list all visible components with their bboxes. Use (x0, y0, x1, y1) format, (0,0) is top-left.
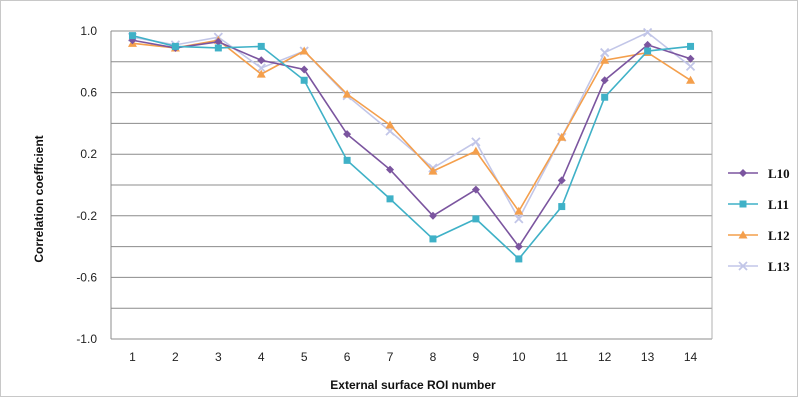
plot-area (110, 31, 713, 339)
series-line (132, 39, 691, 248)
data-point (514, 214, 524, 224)
data-point (642, 27, 653, 38)
data-point (471, 185, 480, 194)
data-point (342, 89, 352, 98)
data-point (471, 146, 481, 155)
series-line (132, 31, 692, 221)
x-tick-label: 5 (301, 350, 308, 364)
legend: L10 L11 L12 L13 (728, 166, 790, 274)
legend-item-l11: L11 (728, 197, 789, 212)
x-tick-label: 8 (430, 350, 437, 364)
series-line (132, 39, 691, 213)
legend-item-l10: L10 (728, 166, 790, 181)
x-axis-ticks: 1 2 3 4 5 6 7 8 9 10 11 12 13 14 (129, 350, 697, 364)
y-tick-label: 1.0 (80, 24, 97, 38)
y-tick-label: 0.2 (80, 147, 97, 161)
x-tick-label: 9 (473, 350, 480, 364)
x-tick-label: 12 (598, 350, 612, 364)
legend-marker (738, 261, 748, 271)
data-point (600, 55, 610, 64)
data-point (429, 235, 437, 243)
data-point (385, 120, 395, 129)
data-point (514, 242, 523, 251)
legend-label: L10 (768, 166, 790, 181)
data-point (600, 47, 610, 58)
data-point (428, 166, 438, 175)
y-tick-label: 0.6 (80, 86, 97, 100)
data-point (600, 76, 609, 85)
legend-item-l12: L12 (728, 228, 790, 243)
x-tick-label: 6 (344, 350, 351, 364)
data-point (256, 63, 266, 73)
data-point (256, 69, 266, 78)
y-axis-label: Correlation coefficient (32, 135, 46, 262)
data-point (644, 47, 652, 55)
data-point (687, 42, 695, 50)
legend-label: L12 (768, 228, 790, 243)
y-tick-label: -1.0 (76, 332, 97, 346)
data-point (214, 37, 223, 46)
data-point (643, 40, 652, 49)
data-point (471, 137, 481, 147)
series-l10 (128, 36, 695, 251)
data-point (428, 211, 437, 220)
series-l11 (128, 32, 695, 263)
data-point (171, 42, 179, 50)
data-point (386, 165, 395, 174)
data-point (514, 206, 524, 215)
legend-marker (739, 169, 747, 177)
data-point (128, 32, 136, 40)
series-layer (127, 27, 696, 263)
data-point (300, 65, 309, 74)
data-point (214, 44, 222, 52)
data-point (299, 46, 309, 55)
series-line (132, 34, 691, 261)
x-tick-label: 14 (684, 350, 698, 364)
x-tick-label: 11 (556, 350, 569, 364)
x-tick-label: 7 (387, 350, 394, 364)
legend-item-l13: L13 (728, 259, 790, 274)
data-point (257, 56, 266, 65)
y-axis-ticks: 1.0 0.6 0.2 -0.2 -0.6 -1.0 (76, 24, 97, 346)
legend-marker (739, 200, 747, 208)
x-tick-label: 2 (172, 350, 179, 364)
legend-label: L13 (768, 259, 790, 274)
x-tick-label: 13 (641, 350, 655, 364)
legend-label: L11 (768, 197, 789, 212)
x-tick-label: 3 (215, 350, 222, 364)
y-tick-label: -0.2 (76, 209, 97, 223)
data-point (557, 176, 566, 185)
y-tick-label: -0.6 (76, 270, 97, 284)
data-point (686, 75, 696, 84)
data-point (686, 54, 695, 63)
data-point (557, 132, 567, 141)
grid-lines (111, 30, 712, 340)
data-point (343, 156, 351, 164)
data-point (515, 255, 523, 263)
data-point (386, 195, 394, 203)
x-tick-label: 1 (129, 350, 136, 364)
data-point (472, 215, 480, 223)
data-point (601, 93, 609, 101)
legend-marker (738, 230, 748, 239)
x-axis-label: External surface ROI number (330, 378, 496, 392)
data-point (343, 130, 352, 139)
x-tick-label: 10 (512, 350, 526, 364)
series-l12 (127, 35, 696, 215)
data-point (257, 42, 265, 50)
x-tick-label: 4 (258, 350, 265, 364)
data-point (300, 76, 308, 84)
data-point (685, 61, 696, 72)
data-point (558, 203, 566, 211)
